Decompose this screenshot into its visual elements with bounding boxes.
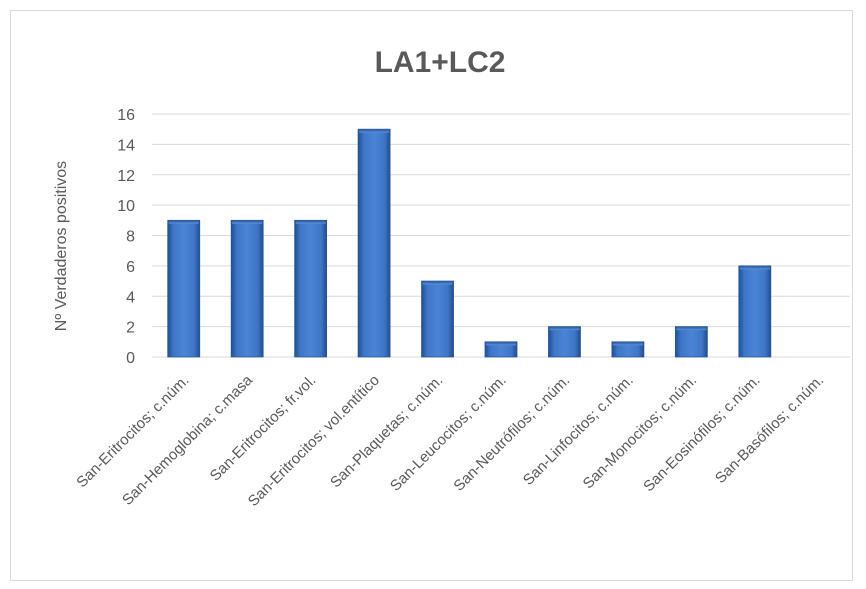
bar-top-bevel [676, 327, 707, 331]
y-axis-label: Nº Verdaderos positivos [53, 161, 70, 331]
y-tick-label: 4 [126, 289, 135, 306]
y-tick-label: 10 [117, 198, 135, 215]
bar [421, 280, 454, 358]
bar [674, 326, 708, 358]
x-tick-label: San-Linfocitos; c.núm. [520, 372, 637, 489]
y-tick-label: 12 [117, 168, 135, 185]
x-tick-label: San-Basófilos; c.núm. [712, 372, 827, 487]
bar [167, 219, 201, 358]
x-tick-label: San-Neutrófilos; c.núm. [450, 372, 573, 495]
x-tick-label: San-Eritrocitos; c.núm. [73, 372, 192, 491]
bar-top-bevel [549, 327, 580, 331]
bar [611, 341, 645, 358]
bar-top-bevel [612, 342, 643, 346]
bar [230, 219, 264, 358]
bar-top-bevel [486, 342, 516, 346]
x-tick-label: San-Leucocitos; c.núm. [387, 372, 510, 495]
bar [357, 128, 391, 358]
bar-top-bevel [295, 220, 326, 224]
x-tick-label: San-Plaquetas; c.núm. [327, 372, 446, 491]
bar [548, 326, 581, 358]
y-tick-label: 0 [126, 350, 135, 367]
bar-top-bevel [739, 266, 770, 270]
bar [738, 265, 772, 358]
y-tick-label: 6 [126, 259, 135, 276]
y-tick-label: 2 [126, 320, 135, 337]
x-tick-label: San-Monocitos; c.núm. [580, 372, 700, 492]
x-tick-label: San-Hemoglobina; c.masa [119, 371, 256, 508]
bar [294, 219, 328, 358]
bar-top-bevel [168, 220, 199, 224]
y-tick-label: 8 [126, 229, 135, 246]
x-tick-label: San-Eritrocitos; vol.entítico [245, 372, 383, 510]
x-tick-label: San-Eritrocitos; fr.vol. [207, 372, 320, 485]
y-tick-label: 16 [117, 107, 135, 124]
bar-top-bevel [422, 281, 453, 285]
y-tick-label: 14 [117, 137, 135, 154]
bar-top-bevel [232, 220, 263, 224]
bars [167, 128, 772, 358]
y-axis-ticks: 0 2 4 6 8 10 12 14 16 [117, 107, 135, 367]
x-tick-label: San-Eosinófilos; c.núm. [640, 372, 763, 495]
x-axis-category-labels: San-Eritrocitos; c.núm.San-Hemoglobina; … [73, 371, 827, 510]
bar-top-bevel [359, 129, 390, 133]
bar [484, 341, 518, 358]
chart-title: LA1+LC2 [375, 46, 506, 79]
